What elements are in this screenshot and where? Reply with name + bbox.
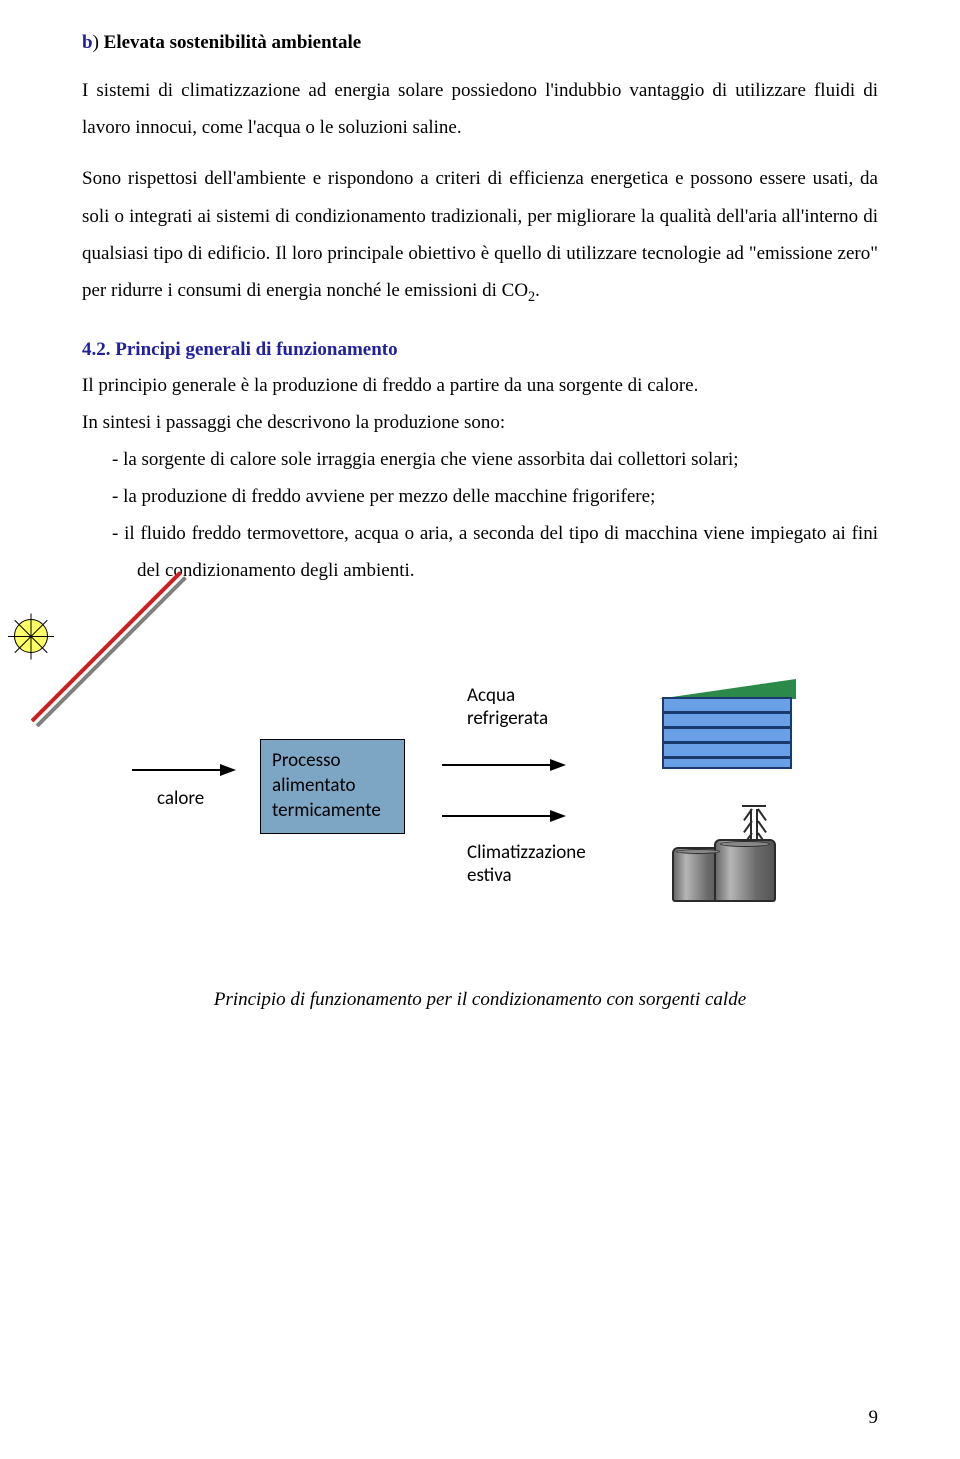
paragraph-1: I sistemi di climatizzazione ad energia … [82, 72, 878, 146]
clima-label: Climatizzazione estiva [467, 841, 586, 887]
acqua-l2: refrigerata [467, 707, 548, 730]
heading-b-text: Elevata sostenibilità ambientale [104, 32, 362, 53]
paragraph-2-text: Sono rispettosi dell'ambiente e rispondo… [82, 168, 878, 300]
paragraph-2: Sono rispettosi dell'ambiente e rispondo… [82, 160, 878, 311]
section-heading-4-2: 4.2. Principi generali di funzionamento [82, 339, 878, 361]
clima-l2: estiva [467, 864, 512, 887]
acqua-label: Acqua refrigerata [467, 684, 548, 730]
building-icon [662, 679, 792, 769]
heading-b: b) Elevata sostenibilità ambientale [82, 28, 878, 58]
arrow-bottom-head [550, 810, 566, 822]
bullet-3: - il fluido freddo termovettore, acqua o… [82, 515, 878, 589]
calore-arrow-head [220, 764, 236, 776]
process-l3: termicamente [272, 799, 381, 822]
process-l2: alimentato [272, 774, 356, 797]
sun-icon [6, 611, 56, 661]
process-diagram: calore Processo alimentato termicamente … [12, 609, 812, 949]
clima-l1: Climatizzazione [467, 841, 586, 864]
process-l1: Processo [272, 749, 341, 772]
paragraph-3: Il principio generale è la produzione di… [82, 367, 878, 404]
factory-icon [672, 809, 792, 904]
heading-b-prefix: b [82, 32, 93, 53]
arrow-top [442, 764, 552, 766]
paragraph-2-end: . [535, 280, 540, 301]
heading-b-paren: ) [93, 32, 104, 53]
process-box-text: Processo alimentato termicamente [272, 749, 381, 823]
paragraph-4: In sintesi i passaggi che descrivono la … [82, 404, 878, 441]
bullet-2: - la produzione di freddo avviene per me… [82, 478, 878, 515]
acqua-l1: Acqua [467, 684, 515, 707]
calore-label: calore [157, 787, 204, 810]
arrow-bottom [442, 815, 552, 817]
bullet-1: - la sorgente di calore sole irraggia en… [82, 441, 878, 478]
figure-caption: Principio di funzionamento per il condiz… [82, 989, 878, 1011]
arrow-top-head [550, 759, 566, 771]
calore-arrow [132, 769, 222, 771]
page-number: 9 [869, 1407, 879, 1429]
